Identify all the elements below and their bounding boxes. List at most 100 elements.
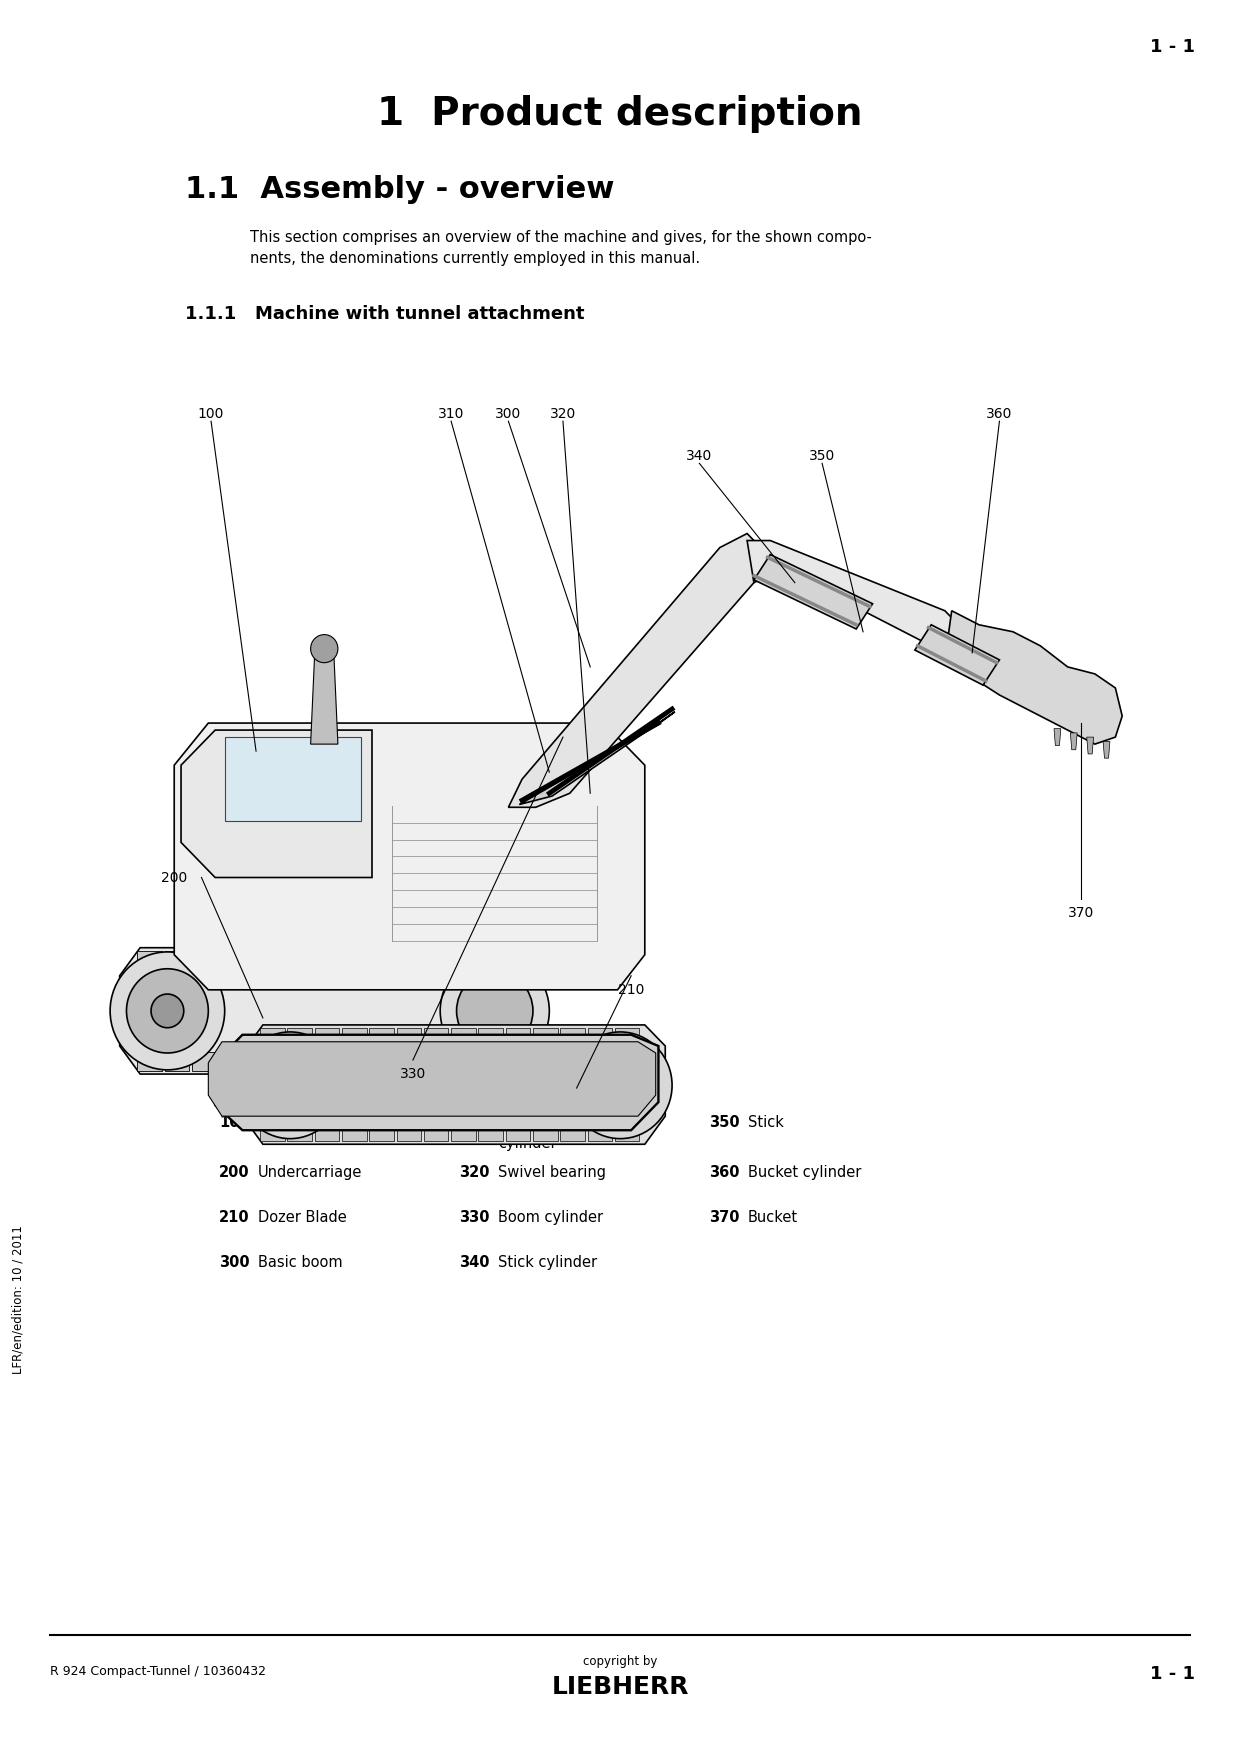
Bar (219, 1051, 244, 1071)
Bar (274, 1051, 299, 1071)
Bar (274, 951, 299, 971)
Bar (315, 1028, 340, 1042)
Text: LIEBHERR: LIEBHERR (552, 1674, 688, 1699)
Bar (465, 1051, 490, 1071)
Bar (342, 1125, 367, 1141)
Text: 330: 330 (460, 1209, 490, 1225)
Text: 1  Product description: 1 Product description (377, 95, 863, 133)
Text: 300: 300 (219, 1255, 250, 1271)
Polygon shape (1104, 741, 1110, 758)
Text: 100: 100 (198, 407, 224, 421)
Text: 340: 340 (460, 1255, 490, 1271)
Bar (301, 1051, 326, 1071)
Text: Boom cylinder: Boom cylinder (498, 1209, 603, 1225)
Text: 1 - 1: 1 - 1 (1149, 39, 1195, 56)
Bar (260, 1125, 285, 1141)
Bar (260, 1028, 285, 1042)
Bar (165, 951, 190, 971)
Bar (329, 951, 353, 971)
Bar (560, 1125, 585, 1141)
Bar (492, 1051, 517, 1071)
Bar (383, 1051, 408, 1071)
Text: Bucket: Bucket (748, 1209, 799, 1225)
Polygon shape (181, 730, 372, 878)
Circle shape (126, 969, 208, 1053)
Bar (438, 1051, 463, 1071)
Polygon shape (174, 723, 645, 990)
Bar (465, 951, 490, 971)
Polygon shape (1070, 734, 1078, 749)
Circle shape (568, 1032, 672, 1139)
Bar (247, 1051, 272, 1071)
Bar (479, 1125, 503, 1141)
Bar (615, 1028, 640, 1042)
Circle shape (456, 972, 533, 1049)
Bar (615, 1125, 640, 1141)
Bar (479, 1028, 503, 1042)
Bar (451, 1125, 476, 1141)
Text: Stick: Stick (748, 1114, 784, 1130)
Polygon shape (208, 1042, 656, 1116)
Bar (165, 1051, 190, 1071)
Bar (424, 1028, 449, 1042)
Text: 310: 310 (438, 407, 464, 421)
Text: This section comprises an overview of the machine and gives, for the shown compo: This section comprises an overview of th… (250, 230, 872, 267)
Text: LFR/en/edition: 10 / 2011: LFR/en/edition: 10 / 2011 (11, 1225, 25, 1374)
Text: 320: 320 (549, 407, 577, 421)
Circle shape (110, 951, 224, 1071)
Text: Undercarriage: Undercarriage (258, 1165, 362, 1179)
Bar (397, 1125, 422, 1141)
Polygon shape (310, 653, 337, 744)
Text: R 924 Compact-Tunnel / 10360432: R 924 Compact-Tunnel / 10360432 (50, 1665, 267, 1678)
Polygon shape (1054, 728, 1060, 746)
Polygon shape (1086, 737, 1094, 755)
Polygon shape (243, 1025, 665, 1144)
Text: 320: 320 (460, 1165, 490, 1179)
Bar (410, 1051, 435, 1071)
Circle shape (277, 1071, 304, 1099)
Text: Machine with backhoe attachment: Machine with backhoe attachment (295, 1076, 567, 1090)
Bar (438, 951, 463, 971)
Circle shape (254, 1049, 326, 1121)
Circle shape (310, 635, 337, 663)
Text: Stick cylinder: Stick cylinder (498, 1255, 598, 1271)
Bar (451, 1028, 476, 1042)
Bar (138, 951, 162, 971)
Bar (288, 1125, 312, 1141)
Bar (370, 1028, 394, 1042)
Bar (329, 1051, 353, 1071)
Polygon shape (915, 625, 999, 684)
Polygon shape (508, 534, 768, 807)
Bar (588, 1028, 613, 1042)
Text: 330: 330 (399, 1067, 427, 1081)
Polygon shape (754, 555, 873, 628)
Bar (138, 1051, 162, 1071)
Bar (370, 1125, 394, 1141)
Bar (315, 1125, 340, 1141)
Text: 370: 370 (709, 1209, 740, 1225)
Text: Bucket cylinder: Bucket cylinder (748, 1165, 862, 1179)
Bar (288, 1028, 312, 1042)
Bar (397, 1028, 422, 1042)
Text: 360: 360 (986, 407, 1013, 421)
Polygon shape (119, 948, 536, 1074)
Bar (492, 951, 517, 971)
Text: 360: 360 (709, 1165, 740, 1179)
Circle shape (440, 955, 549, 1067)
Text: 1.1  Assembly - overview: 1.1 Assembly - overview (185, 176, 614, 204)
Circle shape (585, 1049, 656, 1121)
Text: 200: 200 (161, 870, 187, 885)
Text: Dozer Blade: Dozer Blade (258, 1209, 347, 1225)
Bar (356, 951, 381, 971)
Bar (356, 1051, 381, 1071)
Text: 350: 350 (808, 449, 836, 463)
Polygon shape (224, 737, 361, 821)
Bar (247, 951, 272, 971)
Circle shape (151, 993, 184, 1028)
Text: Basic boom: Basic boom (258, 1255, 342, 1271)
Polygon shape (216, 1035, 658, 1130)
Bar (588, 1125, 613, 1141)
Text: Swivel bearing: Swivel bearing (498, 1165, 606, 1179)
Text: 340: 340 (686, 449, 713, 463)
Text: 1.1.1   Machine with tunnel attachment: 1.1.1 Machine with tunnel attachment (185, 305, 584, 323)
